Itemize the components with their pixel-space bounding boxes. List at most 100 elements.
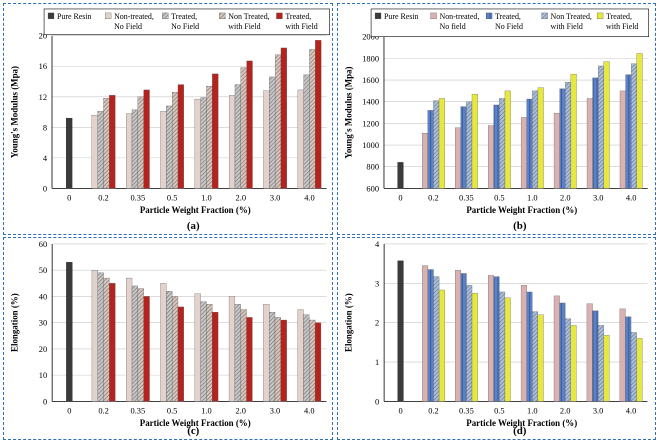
bar-non-treated-with-field	[206, 304, 213, 402]
bar-non-treated-no-field	[228, 296, 236, 402]
bar-treated-with-field	[570, 73, 577, 189]
x-tick-label: 0	[67, 406, 71, 415]
x-axis-label: Particle Weight Fraction (%)	[466, 418, 577, 428]
bar-treated-with-field	[471, 292, 478, 402]
bar-treated-no-field	[166, 105, 173, 189]
panel-label: (c)	[187, 425, 199, 437]
bar-non-treated-with-field	[433, 100, 440, 189]
bar-non-treated-no-field	[487, 125, 494, 189]
bar-non-treated-with-field	[466, 101, 473, 189]
y-axis-label: Young's Modulus (Mpa)	[9, 66, 19, 158]
legend-swatch	[219, 12, 226, 20]
bar-non-treated-no-field	[422, 132, 428, 189]
bar-treated-with-field	[109, 95, 116, 189]
bar-treated-with-field	[212, 312, 219, 402]
bar-treated-with-field	[246, 317, 253, 402]
bar-non-treated-with-field	[309, 319, 316, 402]
x-tick-label: 0.35	[130, 192, 145, 202]
bar-non-treated-with-field	[433, 276, 440, 402]
y-tick-label: 10	[39, 371, 47, 380]
bar-treated-with-field	[636, 53, 643, 189]
bar-non-treated-no-field	[520, 117, 527, 189]
bar-treated-with-field	[636, 338, 643, 402]
bar-treated-with-field	[537, 87, 544, 189]
legend-label: with Field	[606, 22, 638, 31]
x-tick-label: 0.2	[428, 406, 439, 415]
x-tick-label: 3.0	[270, 406, 281, 415]
y-tick-label: 20	[39, 345, 47, 354]
bar-non-treated-with-field	[532, 311, 539, 402]
y-axis-label: Young's Modulus (Mpa)	[343, 67, 353, 159]
bar-treated-no-field	[303, 314, 310, 402]
bar-pure-resin	[397, 162, 404, 189]
bar-non-treated-no-field	[586, 98, 593, 189]
bar-treated-no-field	[559, 302, 566, 402]
bar-treated-with-field	[570, 325, 577, 402]
x-tick-label: 0.2	[428, 192, 439, 202]
bar-non-treated-no-field	[126, 277, 133, 402]
x-tick-label: 0	[67, 192, 71, 202]
y-tick-label: 30	[39, 319, 47, 328]
chart-svg: 600 800 1000 1200 1400 1600 1800 2000 0 0.2 0.35 0.…	[343, 8, 649, 232]
bar-non-treated-with-field	[103, 277, 110, 402]
bar-pure-resin	[397, 260, 404, 402]
bar-non-treated-with-field	[597, 325, 604, 402]
y-tick-label: 0	[375, 397, 379, 406]
bar-treated-with-field	[438, 98, 445, 189]
y-axis-label: Elongation (%)	[343, 293, 353, 352]
x-tick-label: 2.0	[560, 406, 571, 415]
bar-non-treated-with-field	[565, 82, 572, 189]
y-tick-label: 8	[43, 122, 47, 132]
chart-svg: 0 4 8 12 16 20 0 0.2 0.35 0.5 1.0 2.0 3.0 4.0 Particle…	[9, 8, 330, 232]
x-tick-label: 0	[398, 192, 402, 202]
bar-treated-with-field	[109, 283, 116, 402]
bar-non-treated-no-field	[194, 293, 201, 402]
y-tick-label: 12	[39, 92, 47, 102]
y-tick-label: 1400	[362, 97, 379, 107]
bar-treated-no-field	[460, 273, 467, 402]
bar-treated-no-field	[625, 316, 632, 402]
bar-non-treated-with-field	[499, 291, 506, 402]
bar-pure-resin	[66, 262, 73, 402]
bar-treated-no-field	[200, 301, 207, 402]
bar-non-treated-no-field	[160, 111, 167, 189]
legend-label: No field	[439, 22, 465, 31]
bar-treated-no-field	[303, 74, 310, 189]
y-tick-label: 1800	[362, 53, 379, 63]
bar-treated-with-field	[603, 61, 610, 189]
bar-non-treated-with-field	[466, 285, 473, 402]
y-tick-label: 0	[43, 183, 47, 193]
y-tick-label: 3	[375, 279, 379, 288]
bar-treated-no-field	[427, 269, 434, 402]
legend-swatch	[47, 12, 55, 20]
legend-swatch	[541, 12, 548, 20]
legend-swatch	[104, 12, 112, 20]
bar-treated-no-field	[234, 84, 241, 189]
y-tick-label: 2000	[362, 32, 379, 42]
bar-non-treated-no-field	[297, 309, 304, 402]
legend-label: Pure Resin	[57, 12, 92, 21]
x-tick-label: 4.0	[304, 192, 315, 202]
y-tick-label: 600	[366, 183, 379, 193]
x-tick-label: 0.5	[494, 406, 505, 415]
bar-treated-with-field	[603, 335, 610, 402]
bar-treated-no-field	[269, 76, 276, 189]
bar-treated-with-field	[212, 73, 219, 189]
panel-label: (d)	[513, 425, 527, 437]
bar-non-treated-with-field	[137, 96, 144, 189]
bar-treated-with-field	[504, 90, 511, 189]
legend-swatch	[276, 12, 283, 20]
legend-label: Pure Resin	[384, 12, 419, 21]
bar-treated-with-field	[537, 314, 544, 402]
bar-treated-with-field	[177, 84, 184, 189]
bar-non-treated-no-field	[228, 95, 236, 189]
bar-treated-no-field	[592, 77, 599, 189]
x-axis-label: Particle Weight Fraction (%)	[140, 418, 251, 428]
y-tick-label: 1600	[362, 75, 379, 85]
bar-treated-no-field	[131, 285, 139, 402]
bar-non-treated-no-field	[91, 270, 98, 402]
x-tick-label: 0.35	[459, 406, 474, 415]
x-tick-label: 3.0	[593, 192, 604, 202]
bar-non-treated-with-field	[598, 65, 604, 189]
legend-label: with Field	[551, 22, 583, 31]
